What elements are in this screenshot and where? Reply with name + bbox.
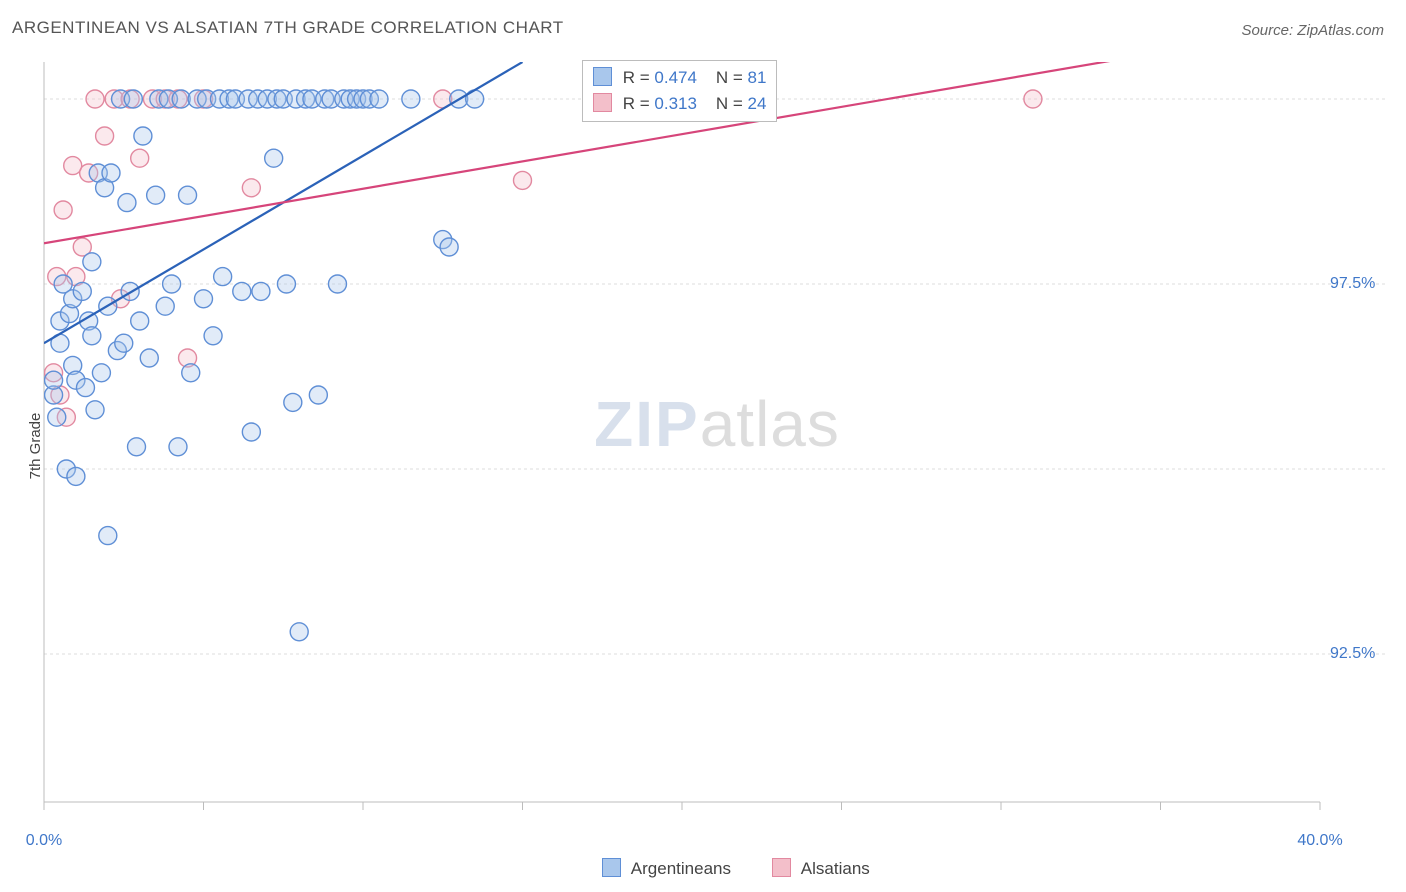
correlation-stats-box: R = 0.474 N = 81 R = 0.313 N = 24 — [582, 60, 777, 122]
legend-label-alsatians: Alsatians — [801, 859, 870, 878]
stats-row-argentineans: R = 0.474 N = 81 — [593, 65, 766, 91]
chart-container: ARGENTINEAN VS ALSATIAN 7TH GRADE CORREL… — [0, 0, 1406, 892]
y-axis-label: 7th Grade — [27, 413, 44, 480]
legend-item-alsatians: Alsatians — [772, 858, 870, 879]
r-value-argentineans: 0.474 — [654, 68, 697, 87]
source-attribution: Source: ZipAtlas.com — [1241, 22, 1384, 39]
legend-swatch-argentineans-icon — [602, 858, 621, 877]
chart-title: ARGENTINEAN VS ALSATIAN 7TH GRADE CORREL… — [12, 18, 564, 38]
n-value-argentineans: 81 — [748, 68, 767, 87]
n-value-alsatians: 24 — [748, 94, 767, 113]
stats-row-alsatians: R = 0.313 N = 24 — [593, 91, 766, 117]
swatch-argentineans-icon — [593, 67, 612, 86]
legend-label-argentineans: Argentineans — [631, 859, 731, 878]
legend-swatch-alsatians-icon — [772, 858, 791, 877]
scatter-chart — [42, 50, 1392, 830]
ytick-label: 97.5% — [1330, 275, 1380, 293]
xtick-label: 0.0% — [26, 832, 62, 850]
r-value-alsatians: 0.313 — [654, 94, 697, 113]
ytick-label: 92.5% — [1330, 645, 1380, 663]
plot-area: ZIPatlas R = 0.474 N = 81 R = 0.313 N = … — [42, 50, 1392, 830]
swatch-alsatians-icon — [593, 93, 612, 112]
legend-item-argentineans: Argentineans — [602, 858, 731, 879]
xtick-label: 40.0% — [1297, 832, 1342, 850]
